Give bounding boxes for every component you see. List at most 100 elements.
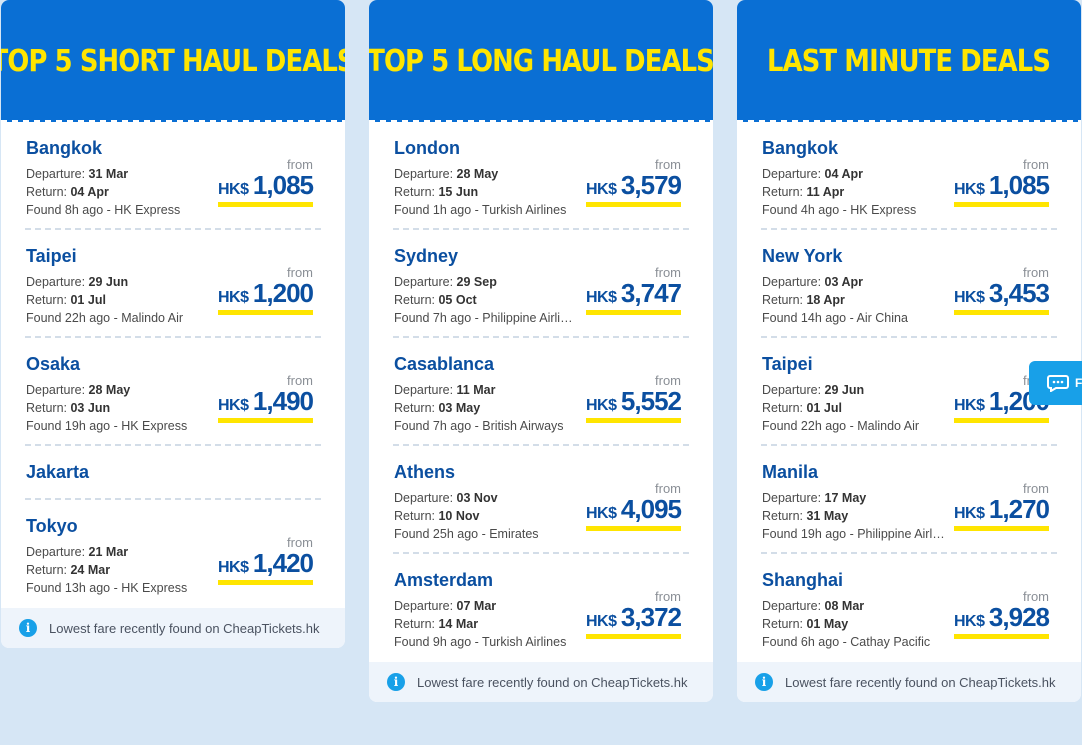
return-line: Return: 10 Nov — [394, 509, 480, 523]
deal-price[interactable]: HK$ 3,747 — [585, 278, 682, 315]
deal-price[interactable]: HK$ 1,200 — [217, 278, 314, 315]
deal-item[interactable]: Tokyo Departure: 21 Mar Return: 24 Mar Foun… — [25, 500, 321, 608]
deal-city[interactable]: Jakarta — [26, 462, 90, 482]
return-date: 04 Apr — [70, 185, 109, 199]
deal-city[interactable]: Manila — [762, 462, 819, 482]
departure-date: 29 Sep — [456, 275, 497, 289]
deal-item[interactable]: Shanghai Departure: 08 Mar Return: 01 May F… — [761, 554, 1057, 662]
deal-city[interactable]: New York — [762, 246, 843, 266]
deal-info: Departure: 21 Mar Return: 24 Mar Found 13h… — [26, 543, 187, 597]
deal-item[interactable]: Bangkok Departure: 04 Apr Return: 11 Apr Fo… — [761, 122, 1057, 230]
price-currency: HK$ — [953, 397, 985, 414]
price-currency: HK$ — [953, 289, 985, 306]
departure-date: 07 Mar — [456, 599, 497, 613]
from-label: from — [287, 535, 313, 550]
return-date: 10 Nov — [438, 509, 480, 523]
departure-date: 17 May — [824, 491, 867, 505]
info-icon[interactable]: i — [755, 673, 773, 691]
deal-price[interactable]: HK$ 1,085 — [953, 170, 1050, 207]
deal-city[interactable]: Athens — [394, 462, 456, 482]
deal-price[interactable]: HK$ 4,095 — [585, 494, 682, 531]
deal-city[interactable]: Tokyo — [26, 516, 78, 536]
deal-item[interactable]: Jakarta — [25, 446, 321, 500]
price-currency: HK$ — [953, 613, 985, 630]
deal-info: Departure: 03 Nov Return: 10 Nov Found 25h… — [394, 489, 539, 543]
from-label: from — [1023, 481, 1049, 496]
deal-price[interactable]: HK$ 5,552 — [585, 386, 682, 423]
return-line: Return: 01 Jul — [762, 401, 842, 415]
deal-city[interactable]: Taipei — [762, 354, 813, 374]
deal-item[interactable]: Taipei Departure: 29 Jun Return: 01 Jul Fou… — [761, 338, 1057, 446]
found-text: Found 25h ago - Emirates — [394, 527, 539, 541]
deal-info: Departure: 28 May Return: 03 Jun Found 19h… — [26, 381, 187, 435]
from-label: from — [1023, 157, 1049, 172]
deal-price[interactable]: HK$ 3,453 — [953, 278, 1050, 315]
return-line: Return: 31 May — [762, 509, 849, 523]
return-line: Return: 05 Oct — [394, 293, 477, 307]
footer-text: Lowest fare recently found on CheapTicke… — [417, 674, 688, 690]
price-amount: 1,085 — [988, 170, 1050, 200]
deal-item[interactable]: Taipei Departure: 29 Jun Return: 01 Jul Fou… — [25, 230, 321, 338]
return-date: 31 May — [806, 509, 849, 523]
price-amount: 1,200 — [252, 278, 314, 308]
deal-price[interactable]: HK$ 1,085 — [217, 170, 314, 207]
info-icon[interactable]: i — [387, 673, 405, 691]
price-amount: 1,490 — [252, 386, 314, 416]
deal-item[interactable]: Casablanca Departure: 11 Mar Return: 03 Ma… — [393, 338, 689, 446]
price-amount: 1,420 — [252, 548, 314, 578]
departure-line: Departure: 03 Nov — [394, 491, 498, 505]
feedback-chat-button[interactable]: F — [1029, 361, 1082, 405]
card-header: LAST MINUTE DEALS — [737, 0, 1081, 123]
return-date: 05 Oct — [438, 293, 477, 307]
deal-city[interactable]: Amsterdam — [394, 570, 494, 590]
from-label: from — [1023, 265, 1049, 280]
return-date: 18 Apr — [806, 293, 845, 307]
deal-city[interactable]: Bangkok — [26, 138, 103, 158]
deal-item[interactable]: London Departure: 28 May Return: 15 Jun Fou… — [393, 122, 689, 230]
departure-date: 08 Mar — [824, 599, 865, 613]
return-line: Return: 15 Jun — [394, 185, 479, 199]
price-amount: 3,453 — [988, 278, 1050, 308]
from-label: from — [287, 265, 313, 280]
card-header: TOP 5 SHORT HAUL DEALS — [1, 0, 345, 123]
deal-item[interactable]: Sydney Departure: 29 Sep Return: 05 Oct Fou… — [393, 230, 689, 338]
return-date: 14 Mar — [438, 617, 479, 631]
deal-item[interactable]: Amsterdam Departure: 07 Mar Return: 14 Mar… — [393, 554, 689, 662]
price-currency: HK$ — [585, 397, 617, 414]
info-icon[interactable]: i — [19, 619, 37, 637]
from-label: from — [655, 157, 681, 172]
deal-city[interactable]: Sydney — [394, 246, 459, 266]
deal-price[interactable]: HK$ 1,420 — [217, 548, 314, 585]
found-text: Found 7h ago - British Airways — [394, 419, 564, 433]
found-text: Found 8h ago - HK Express — [26, 203, 181, 217]
deal-price[interactable]: HK$ 1,490 — [217, 386, 314, 423]
deal-price[interactable]: HK$ 3,372 — [585, 602, 682, 639]
deal-item[interactable]: Bangkok Departure: 31 Mar Return: 04 Apr Fo… — [25, 122, 321, 230]
return-date: 15 Jun — [438, 185, 479, 199]
return-date: 03 May — [438, 401, 481, 415]
deal-city[interactable]: London — [394, 138, 460, 158]
deal-city[interactable]: Casablanca — [394, 354, 495, 374]
deal-price[interactable]: HK$ 3,579 — [585, 170, 682, 207]
return-date: 11 Apr — [806, 185, 845, 199]
departure-line: Departure: 17 May — [762, 491, 867, 505]
deal-city[interactable]: Bangkok — [762, 138, 839, 158]
deal-city[interactable]: Osaka — [26, 354, 81, 374]
deals-card-2: TOP 5 LONG HAUL DEALS London Departure: 28… — [369, 0, 713, 702]
price-currency: HK$ — [217, 181, 249, 198]
deal-price[interactable]: HK$ 3,928 — [953, 602, 1050, 639]
deal-city[interactable]: Taipei — [26, 246, 77, 266]
deal-item[interactable]: Athens Departure: 03 Nov Return: 10 Nov Fou… — [393, 446, 689, 554]
from-label: from — [1023, 589, 1049, 604]
found-text: Found 4h ago - HK Express — [762, 203, 917, 217]
deal-item[interactable]: Osaka Departure: 28 May Return: 03 Jun Foun… — [25, 338, 321, 446]
deal-item[interactable]: Manila Departure: 17 May Return: 31 May Fou… — [761, 446, 1057, 554]
departure-line: Departure: 31 Mar — [26, 167, 129, 181]
departure-line: Departure: 29 Jun — [762, 383, 865, 397]
deal-price[interactable]: HK$ 1,270 — [953, 494, 1050, 531]
chat-label: F — [1075, 376, 1082, 390]
deal-list: London Departure: 28 May Return: 15 Jun Fou… — [369, 122, 713, 662]
deal-info: Departure: 31 Mar Return: 04 Apr Found 8h … — [26, 165, 180, 219]
deal-city[interactable]: Shanghai — [762, 570, 844, 590]
deal-item[interactable]: New York Departure: 03 Apr Return: 18 Apr F… — [761, 230, 1057, 338]
